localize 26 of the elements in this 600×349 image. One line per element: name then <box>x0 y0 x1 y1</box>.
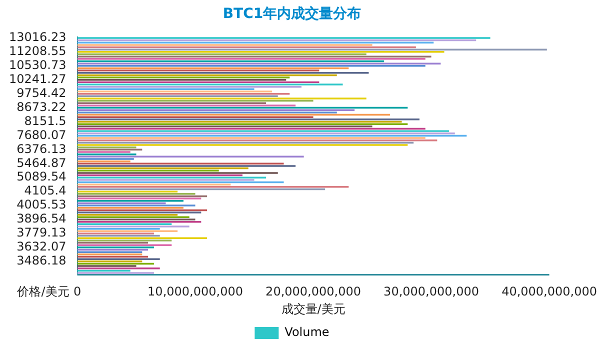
y-tick-label: 11208.55 <box>8 44 66 58</box>
y-tick-label: 10241.27 <box>8 72 66 86</box>
y-tick-label: 3486.18 <box>16 254 66 268</box>
y-tick-label: 5089.54 <box>16 170 66 184</box>
legend-label: Volume <box>284 325 330 340</box>
y-tick-label: 3632.07 <box>16 240 66 254</box>
y-tick-label: 4105.4 <box>24 184 66 198</box>
y-tick-label: 4005.53 <box>16 198 66 212</box>
x-axis-title: 成交量/美元 <box>281 302 346 316</box>
y-tick-label: 5464.87 <box>16 156 66 170</box>
x-tick-label: 10,000,000,000 <box>148 284 243 299</box>
y-tick-label: 9754.42 <box>16 86 66 100</box>
chart-title: BTC1年内成交量分布 <box>222 5 362 22</box>
x-tick-label: 20,000,000,000 <box>266 284 361 299</box>
y-tick-label: 6376.13 <box>16 142 66 156</box>
x-tick-label: 0 <box>73 284 82 299</box>
y-tick-label: 8673.22 <box>16 100 66 114</box>
y-tick-label: 8151.5 <box>24 114 66 128</box>
y-tick-label: 10530.73 <box>8 58 66 72</box>
y-tick-label: 13016.23 <box>8 30 66 44</box>
y-tick-label: 3779.13 <box>16 226 66 240</box>
y-axis-title: 价格/美元 <box>16 284 70 298</box>
y-tick-label: 7680.07 <box>16 128 66 142</box>
x-tick-label: 40,000,000,000 <box>502 284 598 299</box>
y-tick-label: 3896.54 <box>16 212 66 226</box>
x-tick-label: 30,000,000,000 <box>384 284 479 299</box>
